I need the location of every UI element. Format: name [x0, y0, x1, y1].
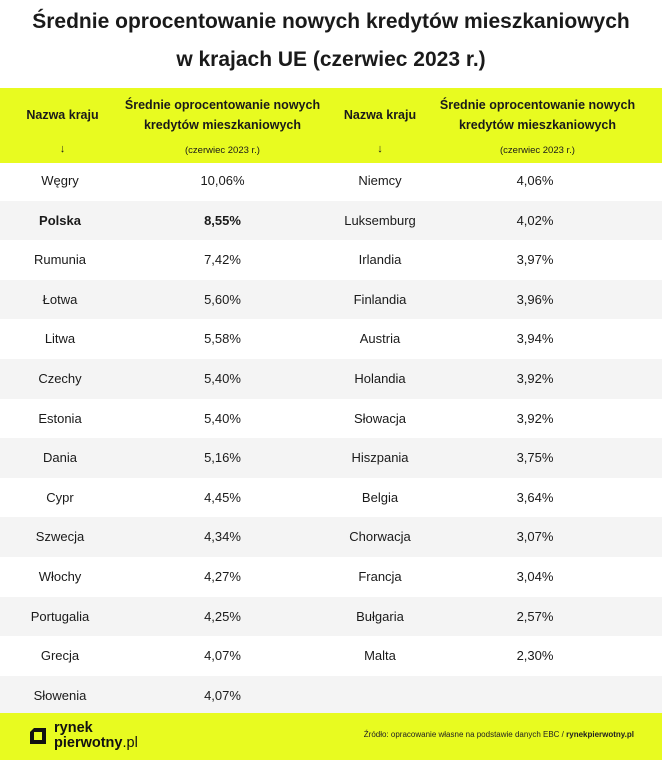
country-left: Polska: [39, 212, 81, 228]
rate-right: 3,97%: [516, 252, 554, 268]
rate-right: 3,92%: [516, 410, 554, 426]
rate-right: 3,64%: [516, 489, 554, 505]
source-note: Źródło: opracowanie własne na podstawie …: [364, 730, 634, 739]
rate-right: 2,30%: [516, 648, 554, 664]
country-left: Szwecja: [35, 529, 85, 545]
country-left: Węgry: [41, 173, 79, 188]
rate-left: 4,07%: [204, 687, 241, 703]
rate-right: 3,75%: [516, 450, 554, 466]
table-row: Łotwa 5,60% Finlandia 3,96%: [0, 279, 662, 320]
rate-left: 4,27%: [204, 568, 241, 584]
table-header: Nazwa kraju ↓ Średnie oprocentowanie now…: [0, 88, 662, 163]
table-row: Czechy 5,40% Holandia 3,92%: [0, 358, 662, 399]
header-rate-right-sub: (czerwiec 2023 r.): [500, 145, 575, 156]
country-left: Włochy: [38, 568, 82, 584]
rate-right: 3,07%: [516, 529, 554, 545]
country-left: Łotwa: [42, 291, 78, 307]
rate-left: 10,06%: [200, 173, 245, 188]
country-left: Rumunia: [33, 252, 87, 268]
country-left: Litwa: [44, 331, 76, 347]
source-link[interactable]: rynekpierwotny.pl: [566, 730, 634, 739]
country-right: Chorwacja: [349, 529, 411, 545]
country-left: Portugalia: [30, 608, 90, 624]
table-row: Polska 8,55% Luksemburg 4,02%: [0, 200, 662, 241]
rate-left: 4,25%: [204, 608, 241, 624]
header-rate-right-line2: kredytów mieszkaniowych: [458, 118, 616, 132]
rate-left: 5,60%: [204, 291, 241, 307]
table-row: Dania 5,16% Hiszpania 3,75%: [0, 438, 662, 478]
country-right: Hiszpania: [351, 450, 409, 466]
country-right: Francja: [358, 568, 402, 584]
footer-bar: rynek pierwotny.pl Źródło: opracowanie w…: [0, 713, 662, 760]
table-row: Rumunia 7,42% Irlandia 3,97%: [0, 240, 662, 280]
rate-left: 7,42%: [204, 252, 241, 268]
page-title: Średnie oprocentowanie nowych kredytów m…: [0, 0, 662, 85]
country-right: Holandia: [354, 370, 406, 386]
table-row: Litwa 5,58% Austria 3,94%: [0, 319, 662, 359]
header-rate-left: Średnie oprocentowanie nowych kredytów m…: [120, 95, 325, 135]
country-right: Austria: [359, 331, 401, 347]
header-country-left: Nazwa kraju: [26, 108, 99, 122]
country-left: Estonia: [38, 410, 82, 426]
rate-left: 5,40%: [204, 370, 241, 386]
table-row: Słowenia 4,07%: [0, 675, 662, 716]
rate-right: 4,02%: [516, 212, 554, 228]
rate-right: 3,96%: [516, 291, 554, 307]
country-right: Irlandia: [358, 252, 402, 268]
rates-table: Węgry 10,06% Niemcy 4,06% Polska 8,55% Luksem…: [0, 161, 662, 716]
header-rate-right-line1: Średnie oprocentowanie nowych: [439, 98, 636, 112]
rate-right: 4,06%: [516, 173, 554, 188]
country-left: Słowenia: [33, 687, 87, 703]
logo-line-2: pierwotny: [54, 735, 123, 751]
table-row: Portugalia 4,25% Bułgaria 2,57%: [0, 596, 662, 637]
rate-right: 3,94%: [516, 331, 554, 347]
table-row: Węgry 10,06% Niemcy 4,06%: [0, 161, 662, 201]
country-right: Bułgaria: [356, 608, 404, 624]
sort-arrow-icon-left: ↓: [59, 143, 66, 155]
brand-logo[interactable]: rynek pierwotny.pl: [28, 721, 148, 753]
rate-left: 8,55%: [204, 212, 241, 228]
country-left: Grecja: [40, 648, 80, 664]
rate-right: 3,04%: [516, 568, 554, 584]
country-right: Słowacja: [353, 410, 407, 426]
rate-left: 5,40%: [204, 410, 241, 426]
rate-left: 5,16%: [204, 450, 241, 466]
country-left: Dania: [43, 450, 77, 466]
country-left: Cypr: [46, 489, 74, 505]
table-row: Grecja 4,07% Malta 2,30%: [0, 636, 662, 676]
title-line-1: Średnie oprocentowanie nowych kredytów m…: [32, 10, 630, 33]
source-text: Źródło: opracowanie własne na podstawie …: [363, 730, 567, 739]
rate-left: 4,07%: [204, 648, 241, 664]
sort-arrow-icon-right: ↓: [377, 143, 383, 155]
country-right: Luksemburg: [344, 212, 416, 228]
rate-left: 4,34%: [204, 529, 241, 545]
logo-line-1: rynek: [54, 720, 93, 736]
table-row: Włochy 4,27% Francja 3,04%: [0, 557, 662, 597]
rate-right: 2,57%: [516, 608, 554, 624]
header-rate-left-sub: (czerwiec 2023 r.): [185, 145, 260, 156]
country-right: Finlandia: [353, 291, 407, 307]
country-right: Niemcy: [358, 173, 402, 188]
rate-left: 5,58%: [204, 331, 241, 347]
rate-right: 3,92%: [516, 370, 554, 386]
logo-wordmark: rynek pierwotny.pl: [54, 721, 138, 751]
header-rate-right: Średnie oprocentowanie nowych kredytów m…: [435, 95, 640, 135]
country-right: Malta: [364, 648, 396, 664]
header-country-right: Nazwa kraju: [343, 108, 417, 122]
rate-left: 4,45%: [204, 489, 241, 505]
table-row: Szwecja 4,34% Chorwacja 3,07%: [0, 517, 662, 557]
header-rate-left-line2: kredytów mieszkaniowych: [143, 118, 301, 132]
logo-suffix: .pl: [122, 735, 138, 751]
title-line-2: w krajach UE (czerwiec 2023 r.): [176, 48, 486, 71]
table-row: Cypr 4,45% Belgia 3,64%: [0, 478, 662, 518]
header-rate-left-line1: Średnie oprocentowanie nowych: [124, 98, 321, 112]
logo-mark-icon: [30, 728, 46, 744]
country-right: Belgia: [361, 489, 399, 505]
country-left: Czechy: [38, 370, 82, 386]
table-row: Estonia 5,40% Słowacja 3,92%: [0, 399, 662, 439]
